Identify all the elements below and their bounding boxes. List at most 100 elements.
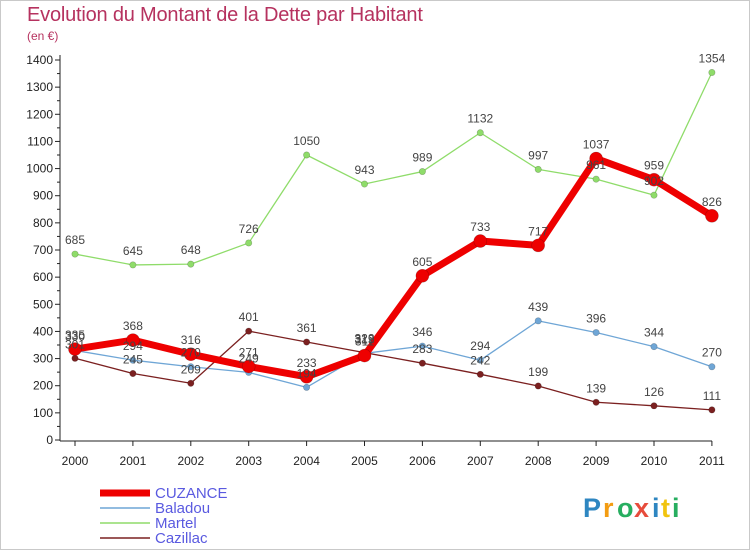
data-label-cazillac: 199: [528, 365, 548, 379]
data-point-baladou: [476, 356, 484, 364]
data-point-martel: [71, 250, 79, 258]
data-point-cuzance: [126, 333, 140, 347]
data-point-cazillac: [71, 354, 79, 362]
data-label-martel: 685: [65, 233, 85, 247]
data-point-martel: [303, 151, 311, 159]
data-point-martel: [650, 191, 658, 199]
x-tick-label: 2007: [467, 454, 494, 468]
data-point-cuzance: [357, 348, 372, 363]
data-label-cazillac: 301: [65, 337, 85, 351]
data-point-cuzance: [531, 238, 546, 253]
data-label-martel: 645: [123, 244, 143, 258]
data-point-baladou: [418, 342, 426, 350]
legend-label-cuzance: CUZANCE: [155, 485, 228, 502]
data-point-cazillac: [187, 379, 195, 387]
x-tick-label: 2004: [293, 454, 320, 468]
data-point-martel: [476, 129, 484, 137]
data-label-baladou: 294: [123, 339, 143, 353]
data-label-cuzance: 959: [644, 159, 664, 173]
data-point-cazillac: [592, 398, 600, 406]
data-label-cazillac: 126: [644, 385, 664, 399]
data-point-martel: [187, 260, 195, 268]
data-point-baladou: [187, 363, 195, 371]
data-label-martel: 726: [239, 222, 259, 236]
data-point-cazillac: [245, 327, 253, 335]
series-line-cazillac: [74, 330, 713, 411]
data-label-cazillac: 322: [354, 332, 374, 346]
y-tick-label: 0: [46, 433, 53, 447]
logo-letter: P: [583, 493, 601, 523]
x-tick-label: 2009: [583, 454, 610, 468]
y-tick-label: 400: [33, 324, 53, 338]
data-point-cuzance: [68, 342, 82, 356]
data-point-baladou: [303, 383, 311, 391]
data-point-cazillac: [650, 402, 658, 410]
y-tick-label: 1000: [26, 162, 53, 176]
data-label-martel: 997: [528, 148, 548, 162]
data-label-martel: 961: [586, 158, 606, 172]
chart-title: Evolution du Montant de la Dette par Hab…: [27, 4, 423, 26]
data-label-martel: 1050: [293, 134, 320, 148]
data-label-cuzance: 605: [412, 255, 432, 269]
data-label-cuzance: 271: [239, 345, 259, 359]
data-point-cazillac: [476, 370, 484, 378]
logo-letter: r: [603, 493, 614, 523]
legend-label-baladou: Baladou: [155, 500, 210, 517]
data-point-cuzance: [241, 359, 256, 374]
series-line-martel: [74, 71, 713, 266]
y-tick-label: 1200: [26, 107, 53, 121]
data-point-cuzance: [473, 234, 488, 248]
y-tick-label: 800: [33, 216, 53, 230]
data-label-baladou: 319: [354, 332, 374, 346]
data-label-cuzance: 335: [65, 328, 85, 342]
data-point-cuzance: [415, 268, 430, 283]
data-label-martel: 989: [412, 151, 432, 165]
data-label-baladou: 396: [586, 312, 606, 326]
logo-letter: i: [672, 493, 680, 523]
logo-letter: i: [652, 493, 660, 523]
data-label-cazillac: 401: [239, 310, 259, 324]
data-point-martel: [245, 239, 253, 247]
data-label-baladou: 346: [412, 325, 432, 339]
data-label-cuzance: 368: [123, 319, 143, 333]
y-tick-label: 100: [33, 406, 53, 420]
data-point-baladou: [650, 343, 658, 351]
data-point-cuzance: [184, 347, 198, 362]
data-label-cuzance: 233: [297, 356, 317, 370]
y-tick-label: 900: [33, 189, 53, 203]
data-label-baladou: 249: [239, 351, 259, 365]
x-tick-label: 2006: [409, 454, 436, 468]
x-tick-label: 2010: [641, 454, 668, 468]
data-point-cuzance: [705, 209, 719, 223]
data-label-cazillac: 283: [412, 342, 432, 356]
data-point-cuzance: [589, 151, 603, 166]
data-label-baladou: 330: [65, 329, 85, 343]
data-label-cuzance: 311: [355, 335, 374, 349]
logo-letter: o: [617, 493, 634, 523]
x-tick-label: 2002: [177, 454, 204, 468]
data-point-cazillac: [129, 369, 137, 377]
x-tick-label: 2003: [235, 454, 262, 468]
data-point-martel: [708, 68, 716, 76]
data-point-cazillac: [418, 359, 426, 367]
y-tick-label: 1100: [27, 134, 53, 148]
logo-letter: t: [661, 493, 670, 523]
data-point-martel: [360, 180, 368, 188]
data-label-baladou: 344: [644, 326, 664, 340]
y-tick-label: 600: [33, 270, 53, 284]
data-label-cuzance: 826: [702, 195, 722, 209]
data-label-martel: 648: [181, 243, 201, 257]
x-tick-label: 2000: [62, 454, 89, 468]
x-tick-label: 2011: [699, 454, 725, 468]
data-point-cazillac: [534, 382, 542, 390]
data-point-martel: [129, 261, 137, 269]
data-label-baladou: 439: [528, 300, 548, 314]
data-point-baladou: [534, 317, 542, 325]
data-label-cuzance: 717: [528, 224, 548, 238]
data-point-baladou: [129, 356, 137, 364]
data-label-cazillac: 139: [586, 381, 606, 395]
data-point-cuzance: [647, 172, 661, 187]
data-label-cazillac: 242: [470, 353, 490, 367]
y-tick-label: 500: [33, 297, 53, 311]
